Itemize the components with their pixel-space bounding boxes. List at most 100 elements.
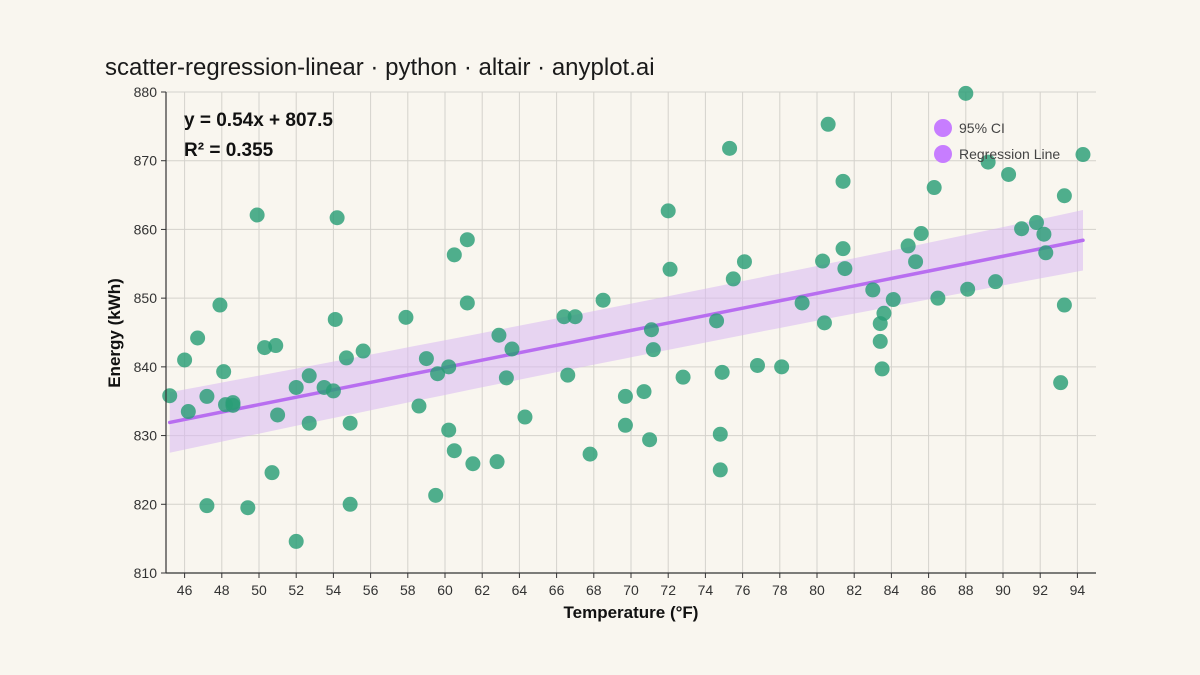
data-point [675,369,691,385]
data-point [325,383,341,399]
data-point [643,322,659,338]
data-point [517,409,533,425]
legend-ci-swatch [934,119,952,137]
data-point [816,315,832,331]
data-point [491,327,507,343]
data-point [327,311,343,327]
data-point [712,462,728,478]
x-tick-label: 92 [1032,582,1048,598]
x-tick-label: 66 [549,582,565,598]
data-point [560,367,576,383]
x-tick-label: 64 [512,582,528,598]
x-tick-label: 46 [177,582,193,598]
data-point [595,292,611,308]
data-point [980,154,996,170]
x-tick-label: 48 [214,582,230,598]
data-point [617,417,633,433]
x-tick-label: 54 [326,582,342,598]
legend-ci-label: 95% CI [959,120,1005,136]
data-point [177,352,193,368]
scatter-points [162,85,1091,549]
x-tick-label: 76 [735,582,751,598]
data-point [556,309,572,325]
x-tick-label: 62 [474,582,490,598]
y-axis-ticks: 810 820 830 840 850 860 870 880 [134,84,166,581]
y-tick-label: 880 [134,84,158,100]
data-point [1001,166,1017,182]
data-point [885,292,901,308]
data-point [958,85,974,101]
data-point [418,351,434,367]
x-tick-label: 52 [288,582,304,598]
data-point [329,210,345,226]
data-point [988,274,1004,290]
data-point [257,340,273,356]
x-tick-label: 82 [846,582,862,598]
x-tick-label: 78 [772,582,788,598]
data-point [459,232,475,248]
data-point [338,350,354,366]
data-point [926,180,942,196]
data-point [815,253,831,269]
data-point [1056,188,1072,204]
data-point [199,498,215,514]
data-point [913,226,929,242]
data-point [1075,147,1091,163]
x-tick-label: 86 [921,582,937,598]
x-axis-ticks: 46 48 50 52 54 56 58 60 62 64 66 68 70 72 74 76 78 80 82 84… [177,573,1085,598]
data-point [288,379,304,395]
data-point [749,357,765,373]
data-point [268,338,284,354]
x-tick-label: 56 [363,582,379,598]
data-point [398,309,414,325]
data-point [865,282,881,298]
data-point [446,247,462,263]
chart-title: scatter-regression-linear · python · alt… [105,54,655,81]
legend-regression-label: Regression Line [959,146,1060,162]
data-point [645,342,661,358]
data-point [411,398,427,414]
data-point [712,426,728,442]
data-point [1053,375,1069,391]
data-point [225,397,241,413]
data-point [459,295,475,311]
data-point [714,364,730,380]
legend-regression-swatch [934,145,952,163]
y-tick-label: 830 [134,428,158,444]
data-point [342,496,358,512]
y-tick-label: 840 [134,359,158,375]
data-point [774,359,790,375]
data-point [446,443,462,459]
x-tick-label: 58 [400,582,416,598]
data-point [660,203,676,219]
data-point [908,254,924,270]
x-tick-label: 72 [660,582,676,598]
data-point [1028,215,1044,231]
x-axis-title: Temperature (°F) [564,603,699,622]
data-point [709,313,725,329]
y-tick-label: 820 [134,496,158,512]
data-point [489,454,505,470]
data-point [180,404,196,420]
data-point [428,487,444,503]
data-point [722,140,738,156]
data-point [504,341,520,357]
data-point [162,388,178,404]
data-point [582,446,598,462]
data-point [355,343,371,359]
data-point [617,388,633,404]
data-point [240,500,256,516]
x-tick-label: 68 [586,582,602,598]
y-tick-label: 870 [134,153,158,169]
data-point [874,361,890,377]
r-squared-label: R² = 0.355 [184,140,274,161]
data-point [835,173,851,189]
data-point [430,366,446,382]
data-point [876,305,892,321]
data-point [199,388,215,404]
data-point [835,241,851,257]
data-point [212,297,228,313]
data-point [498,370,514,386]
